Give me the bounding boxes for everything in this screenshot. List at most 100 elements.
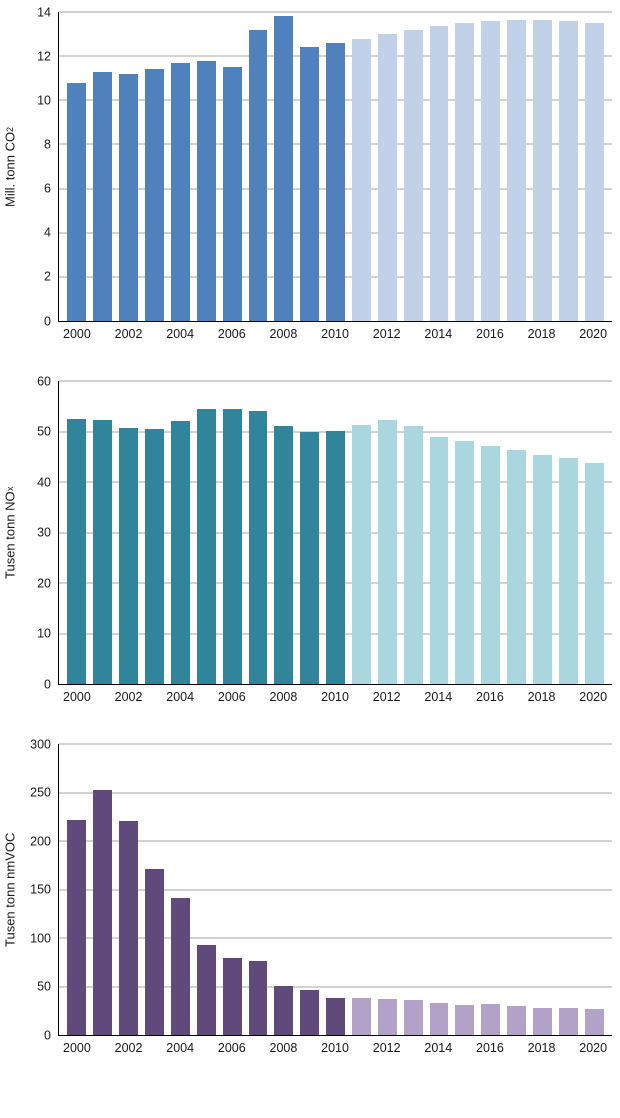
x-tick-label: 2000: [63, 690, 91, 704]
bar-column: [581, 744, 607, 1035]
x-tick-column: [194, 327, 218, 345]
bar-column: [529, 744, 555, 1035]
x-tick-column: [504, 1041, 528, 1059]
x-tick-label: 2006: [217, 690, 246, 704]
bar-2009: [300, 432, 320, 684]
bar-column: [116, 381, 142, 684]
y-tick-label: 14: [37, 4, 51, 19]
bar-2011: [351, 425, 371, 684]
gridline: [59, 11, 612, 13]
bar-column: [504, 744, 530, 1035]
bar-column: [193, 12, 219, 321]
x-tick-column: [297, 690, 321, 708]
nmvoc-plot-area: 0 50 100 150 200 250 300: [30, 738, 612, 1041]
bar-column: [374, 744, 400, 1035]
nox-x-axis-tick-labels: 2000 2002 2004 2006 2008 2010 2012 2014 2016 2018…: [58, 690, 612, 708]
y-tick-label: 20: [37, 575, 51, 590]
x-tick-column: [555, 690, 579, 708]
nmvoc-x-axis-tick-labels: 2000 2002 2004 2006 2008 2010 2012 2014 2016 2018…: [58, 1041, 612, 1059]
y-tick-label: 0: [44, 1027, 51, 1042]
x-tick-column: 2014: [424, 1041, 452, 1059]
bar-2017: [507, 19, 526, 321]
bar-column: [581, 12, 607, 321]
x-tick-label: 2010: [321, 327, 349, 341]
bar-2008: [274, 426, 294, 684]
bar-column: [219, 744, 245, 1035]
bar-2012: [377, 999, 397, 1035]
bar-2018: [532, 454, 552, 684]
x-tick-column: [142, 690, 166, 708]
bar-2002: [119, 428, 139, 684]
bar-column: [142, 744, 168, 1035]
bar-2003: [145, 69, 164, 321]
gridline: [59, 937, 612, 939]
y-tick-label: 40: [37, 474, 51, 489]
bar-2005: [196, 944, 216, 1035]
bar-column: [400, 744, 426, 1035]
bar-2007: [248, 29, 268, 321]
y-tick-label: 300: [30, 736, 51, 751]
x-tick-column: [452, 1041, 476, 1059]
y-tick-label: 60: [37, 373, 51, 388]
bar-2018: [532, 1007, 552, 1035]
x-tick-column: [246, 1041, 270, 1059]
bar-2013: [403, 1000, 423, 1035]
bar-2011: [351, 998, 371, 1035]
bar-2013: [403, 426, 423, 684]
bar-2003: [145, 429, 164, 684]
bar-column: [504, 381, 530, 684]
x-tick-column: 2000: [63, 690, 91, 708]
bar-2006: [222, 409, 242, 684]
bar-column: [271, 744, 297, 1035]
bar-column: [271, 12, 297, 321]
x-tick-column: 2004: [166, 327, 194, 345]
bar-column: [64, 381, 90, 684]
bar-column: [426, 744, 452, 1035]
bar-2003: [145, 869, 164, 1035]
nox-bars: [59, 381, 612, 684]
y-tick-label: 10: [37, 626, 51, 641]
bar-column: [452, 744, 478, 1035]
bar-2008: [274, 985, 294, 1035]
x-tick-column: [452, 327, 476, 345]
bar-column: [90, 381, 116, 684]
x-tick-label: 2012: [372, 690, 401, 704]
bar-column: [478, 12, 504, 321]
x-tick-column: [142, 327, 166, 345]
x-tick-column: 2012: [373, 690, 401, 708]
bar-column: [90, 12, 116, 321]
y-tick-label: 12: [37, 48, 51, 63]
bar-column: [297, 744, 323, 1035]
x-tick-column: [142, 1041, 166, 1059]
bar-column: [193, 744, 219, 1035]
x-tick-column: [349, 327, 373, 345]
bar-column: [348, 381, 374, 684]
x-tick-label: 2000: [63, 1041, 91, 1055]
x-tick-label: 2010: [321, 690, 349, 704]
bar-2009: [300, 990, 320, 1035]
bar-column: [452, 381, 478, 684]
gridline: [59, 986, 612, 987]
x-tick-label: 2008: [269, 1041, 298, 1055]
bar-2010: [326, 42, 345, 321]
co2-plot-area: 0 2 4 6 8 10 12 14: [37, 6, 612, 327]
nmvoc-y-axis-title: Tusen tonn nmVOC: [2, 832, 18, 948]
bar-column: [426, 381, 452, 684]
x-tick-label: 2006: [217, 1041, 246, 1055]
bar-column: [529, 12, 555, 321]
bar-2001: [93, 420, 113, 684]
y-tick-label: 0: [44, 676, 51, 691]
x-tick-column: [297, 327, 321, 345]
x-tick-column: [555, 327, 579, 345]
bar-column: [452, 12, 478, 321]
bar-2008: [274, 16, 294, 321]
bar-column: [271, 381, 297, 684]
bar-column: [64, 12, 90, 321]
x-tick-column: [91, 690, 115, 708]
bar-column: [426, 12, 452, 321]
y-tick-label: 50: [37, 979, 51, 994]
x-tick-column: [246, 327, 270, 345]
x-tick-label: 2008: [269, 327, 298, 341]
x-tick-label: 2002: [114, 327, 143, 341]
bar-2006: [222, 958, 242, 1035]
